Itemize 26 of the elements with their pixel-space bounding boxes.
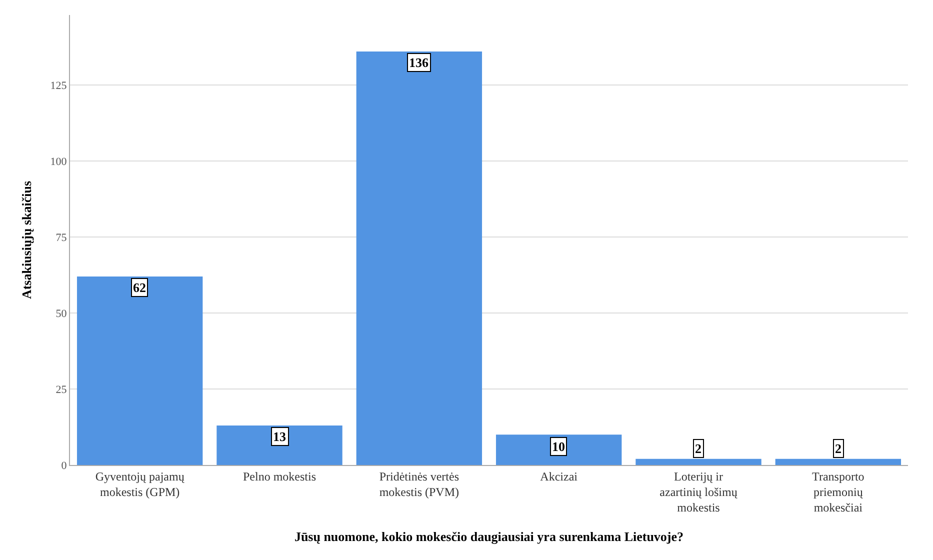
x-tick-label: Pelno mokestis <box>242 469 316 484</box>
x-axis-title: Jūsų nuomone, kokio mokesčio daugiausiai yra surenkama Lietuvoje? <box>294 529 684 544</box>
bar <box>775 458 902 465</box>
y-tick-label: 50 <box>56 308 68 320</box>
x-tick-label: Akcizai <box>540 469 578 484</box>
data-label: 2 <box>695 441 702 456</box>
data-label: 10 <box>552 439 565 454</box>
y-tick-label: 125 <box>50 80 68 92</box>
x-tick-label: Transporto priemonių mokesčiai <box>812 469 864 515</box>
data-label: 13 <box>273 429 286 444</box>
y-axis-title: Atsakiusiųjų skaičius <box>19 180 34 300</box>
bar <box>76 276 203 465</box>
bar <box>356 51 482 465</box>
data-label: 2 <box>835 441 842 456</box>
x-tick-label: Loterijų ir azartinių lošimų mokestis <box>660 469 738 515</box>
x-tick-label: Gyventojų pajamų mokestis (GPM) <box>95 469 186 499</box>
bar <box>636 458 762 465</box>
y-tick-label: 100 <box>50 156 68 168</box>
x-tick-label: Pridėtinės vertės mokestis (PVM) <box>379 469 460 499</box>
bar <box>496 434 622 465</box>
y-tick-label: 25 <box>56 384 68 396</box>
bar <box>216 425 342 465</box>
data-label: 62 <box>133 280 146 295</box>
data-label: 136 <box>409 55 429 70</box>
y-tick-label: 75 <box>56 232 68 244</box>
y-tick-label: 0 <box>61 460 68 472</box>
